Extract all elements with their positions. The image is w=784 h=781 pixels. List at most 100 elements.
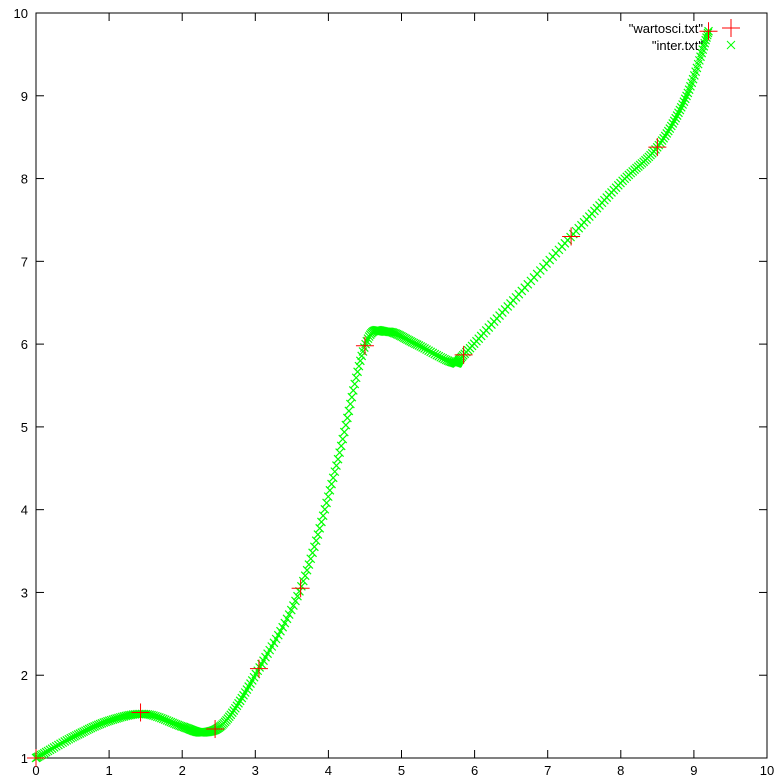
wartosci-point (562, 227, 581, 246)
x-tick-label: 0 (32, 763, 39, 778)
inter-point (699, 41, 709, 51)
inter-point (325, 485, 335, 495)
inter-point (351, 373, 361, 383)
y-tick-label: 6 (21, 337, 28, 352)
inter-point (317, 517, 326, 527)
inter-point (58, 738, 68, 748)
inter-point (237, 693, 247, 703)
x-tick-label: 6 (471, 763, 478, 778)
inter-point (698, 45, 708, 55)
y-tick-label: 10 (14, 6, 28, 21)
inter-point (288, 601, 298, 611)
inter-point (341, 420, 351, 430)
inter-point (51, 741, 61, 751)
inter-point (678, 100, 688, 109)
inter-point (424, 346, 434, 356)
x-tick-label: 5 (398, 763, 405, 778)
x-tick-label: 3 (252, 763, 259, 778)
y-tick-label: 9 (21, 89, 28, 104)
inter-point (296, 581, 306, 591)
inter-point (362, 336, 372, 346)
inter-point (663, 126, 673, 136)
inter-point (669, 116, 679, 126)
y-tick-label: 8 (21, 172, 28, 187)
inter-point (311, 536, 321, 546)
x-tick-label: 4 (325, 763, 332, 778)
inter-point (353, 367, 363, 377)
inter-point (665, 124, 675, 133)
y-tick-label: 7 (21, 254, 28, 269)
series-wartosci (27, 22, 718, 767)
inter-point (668, 119, 678, 128)
legend-label-wartosci: "wartosci.txt" (629, 21, 704, 36)
inter-point (354, 361, 364, 371)
inter-point (323, 492, 333, 502)
wartosci-point (27, 749, 45, 767)
inter-point (675, 105, 685, 115)
inter-point (280, 618, 290, 628)
y-tick-label: 4 (21, 503, 28, 518)
inter-point (676, 102, 686, 112)
inter-point (291, 596, 300, 606)
inter-point (45, 745, 55, 755)
inter-point (330, 467, 340, 477)
inter-point (342, 413, 352, 423)
inter-point (309, 542, 319, 552)
inter-point (300, 571, 310, 581)
inter-point (420, 344, 429, 353)
inter-point (700, 38, 710, 48)
inter-point (56, 739, 65, 749)
x-tick-label: 8 (617, 763, 624, 778)
inter-point (347, 392, 357, 402)
inter-point (320, 504, 330, 514)
inter-point (173, 720, 183, 730)
inter-point (660, 131, 670, 141)
inter-point (666, 121, 676, 131)
legend: "wartosci.txt" "inter.txt" (629, 19, 740, 53)
inter-point (672, 111, 682, 120)
inter-point (322, 498, 331, 508)
x-tick-label: 7 (544, 763, 551, 778)
inter-point (336, 441, 346, 451)
inter-point (313, 530, 323, 539)
inter-point (335, 448, 345, 458)
x-tick-label: 9 (690, 763, 697, 778)
series-inter (31, 26, 713, 763)
inter-point (282, 614, 292, 624)
inter-point (703, 28, 713, 38)
inter-point (315, 523, 325, 533)
inter-point (428, 348, 438, 358)
inter-point (47, 744, 57, 754)
inter-point (302, 565, 312, 575)
inter-point (318, 511, 328, 521)
wartosci-point (291, 579, 310, 598)
wartosci-point (355, 336, 374, 355)
inter-point (344, 406, 354, 416)
y-tick-label: 2 (21, 668, 28, 683)
inter-point (328, 473, 338, 483)
inter-point (308, 548, 317, 558)
inter-point (680, 94, 690, 104)
inter-point (306, 554, 316, 564)
wartosci-point (648, 138, 667, 157)
inter-point (338, 434, 348, 444)
x-tick-label: 10 (760, 763, 774, 778)
wartosci-point (131, 703, 150, 722)
inter-point (284, 610, 294, 619)
inter-point (49, 743, 59, 752)
inter-point (339, 427, 349, 437)
y-tick-label: 1 (21, 751, 28, 766)
plot-frame (35, 12, 768, 759)
y-tick-label: 3 (21, 585, 28, 600)
inter-point (60, 737, 70, 746)
inter-point (674, 108, 683, 118)
inter-point (671, 113, 681, 123)
inter-point (682, 91, 691, 101)
inter-point (426, 347, 436, 357)
inter-point (235, 696, 245, 706)
inter-point (276, 626, 285, 636)
legend-marker-inter (726, 40, 736, 50)
inter-point (422, 345, 431, 354)
